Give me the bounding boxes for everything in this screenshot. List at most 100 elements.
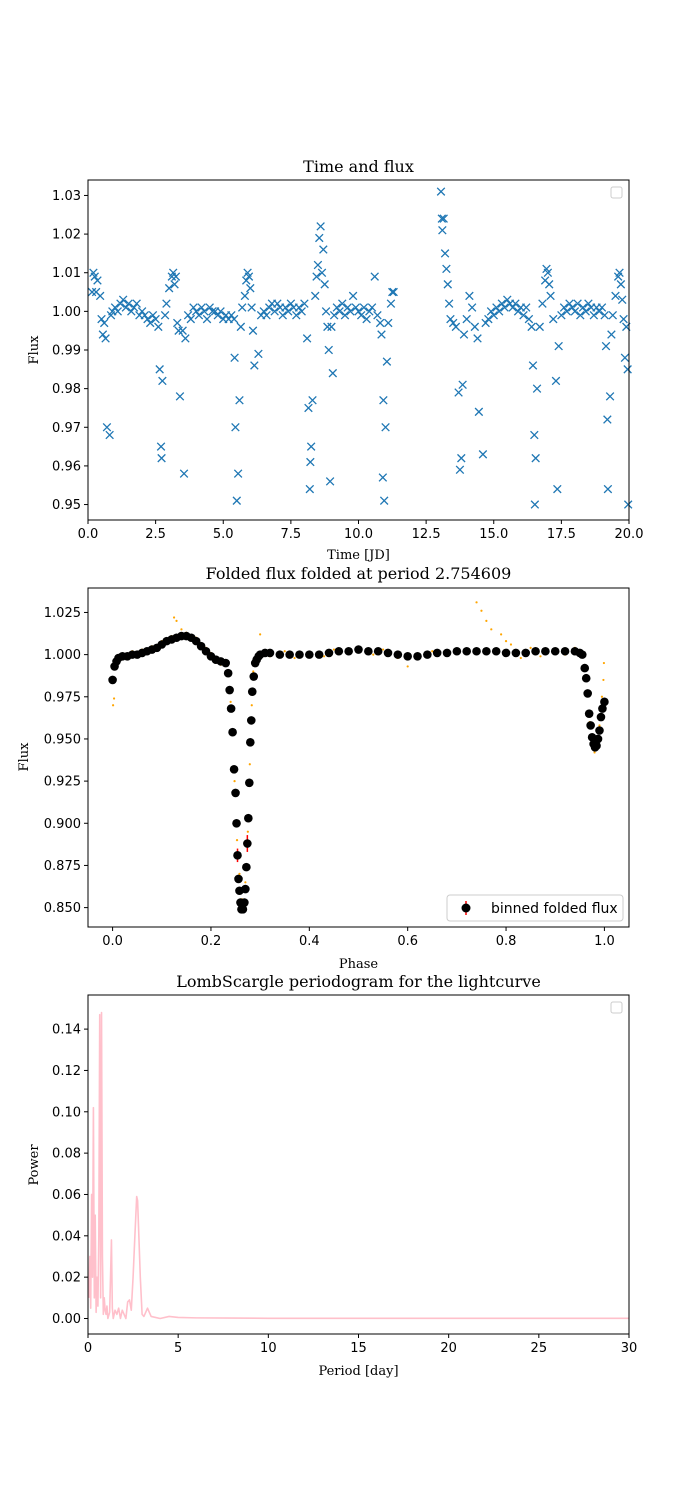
flux-x-marker	[546, 291, 555, 301]
x-tick-label: 10.0	[344, 527, 373, 542]
flux-x-marker	[530, 430, 539, 440]
flux-x-marker	[511, 299, 520, 308]
folded-flux-panel: Folded flux folded at period 2.754609 bi…	[17, 564, 630, 972]
raw-folded-point	[539, 655, 542, 658]
y-tick-label: 1.03	[52, 189, 81, 204]
raw-folded-point	[602, 678, 605, 682]
flux-x-marker	[247, 303, 256, 312]
binned-point	[531, 646, 540, 656]
binned-point	[305, 650, 314, 659]
binned-point	[491, 646, 501, 656]
binned-point	[240, 898, 249, 907]
x-tick-label: 25	[531, 1341, 548, 1356]
flux-x-marker	[237, 303, 247, 312]
time-flux-panel: Time and flux 0.0 2.5 5.0 7.5 10.0 12.5 15.0 17…	[27, 157, 643, 563]
flux-x-marker	[127, 307, 136, 316]
flux-x-marker	[205, 303, 214, 312]
folded-flux-frame	[87, 587, 630, 928]
y-tick-label: 0.975	[44, 690, 81, 705]
raw-folded-point	[322, 655, 326, 658]
binned-point	[221, 658, 231, 668]
flux-x-marker	[386, 299, 396, 308]
raw-folded-point	[485, 619, 488, 622]
y-tick-label: 0.98	[52, 382, 81, 397]
raw-folded-point	[111, 704, 115, 707]
raw-folded-point	[598, 724, 601, 727]
periodogram-line	[88, 1011, 629, 1320]
flux-x-marker	[367, 303, 377, 312]
flux-x-marker	[619, 314, 628, 324]
flux-x-marker	[519, 310, 528, 320]
flux-x-marker	[173, 318, 182, 328]
flux-x-marker	[312, 272, 321, 281]
raw-folded-point	[519, 656, 522, 660]
flux-x-marker	[442, 264, 451, 274]
flux-x-marker	[320, 280, 329, 289]
flux-x-marker	[438, 225, 447, 235]
binned-point	[226, 704, 236, 713]
x-tick-label: 15	[350, 1341, 367, 1356]
flux-x-marker	[451, 322, 461, 332]
binned-point	[241, 884, 250, 894]
flux-x-marker	[462, 314, 471, 324]
flux-x-marker	[554, 341, 563, 351]
binned-point	[550, 646, 560, 656]
y-tick-label: 0.900	[44, 817, 81, 832]
flux-x-marker	[437, 214, 447, 223]
flux-x-marker	[557, 310, 566, 320]
flux-x-marker	[373, 310, 382, 320]
flux-x-marker	[145, 318, 155, 328]
flux-x-marker	[227, 310, 236, 320]
binned-point	[413, 652, 422, 661]
flux-x-marker	[553, 484, 562, 494]
y-tick-label: 0.00	[52, 1312, 81, 1327]
flux-x-marker	[478, 450, 488, 459]
flux-x-marker	[313, 260, 323, 270]
binned-point	[265, 648, 275, 658]
raw-folded-point	[529, 646, 532, 649]
flux-x-marker	[304, 403, 313, 413]
flux-x-marker	[530, 500, 540, 509]
flux-x-marker	[229, 314, 239, 324]
legend-box	[446, 894, 624, 922]
flux-x-marker	[175, 392, 185, 401]
x-tick-label: 15.0	[479, 527, 508, 542]
flux-x-marker	[162, 299, 171, 308]
flux-x-marker	[286, 299, 296, 308]
binned-point	[592, 741, 601, 750]
binned-point	[246, 716, 256, 725]
raw-folded-point	[602, 661, 606, 665]
binned-point	[285, 650, 294, 659]
periodogram-title: LombScargle periodogram for the lightcur…	[176, 972, 541, 991]
y-tick-label: 0.04	[52, 1229, 81, 1244]
time-flux-ylabel: Flux	[27, 335, 42, 365]
flux-x-marker	[388, 287, 397, 297]
flux-x-marker	[484, 314, 493, 324]
flux-x-marker	[316, 222, 325, 231]
raw-folded-point	[593, 751, 596, 754]
y-tick-label: 0.96	[52, 459, 81, 474]
x-tick-label: 0.8	[496, 934, 517, 949]
flux-x-marker	[171, 272, 181, 281]
flux-x-marker	[155, 365, 164, 374]
binned-point	[577, 650, 587, 659]
binned-point	[238, 904, 248, 914]
raw-folded-point	[235, 839, 239, 842]
flux-x-marker	[436, 187, 446, 196]
raw-folded-point	[250, 704, 253, 707]
binned-point	[231, 788, 240, 798]
flux-x-marker	[246, 283, 255, 293]
flux-x-marker	[570, 307, 580, 316]
flux-x-marker	[98, 330, 108, 339]
flux-x-marker	[544, 280, 554, 289]
flux-x-marker	[183, 310, 193, 320]
binned-point	[583, 689, 592, 698]
flux-x-marker	[379, 395, 388, 405]
flux-x-marker	[105, 430, 114, 440]
flux-x-marker	[213, 310, 223, 320]
flux-x-marker	[375, 318, 385, 328]
flux-x-marker	[623, 365, 632, 374]
binned-point	[462, 646, 472, 656]
y-tick-label: 0.99	[52, 344, 81, 359]
raw-folded-point	[248, 763, 251, 766]
